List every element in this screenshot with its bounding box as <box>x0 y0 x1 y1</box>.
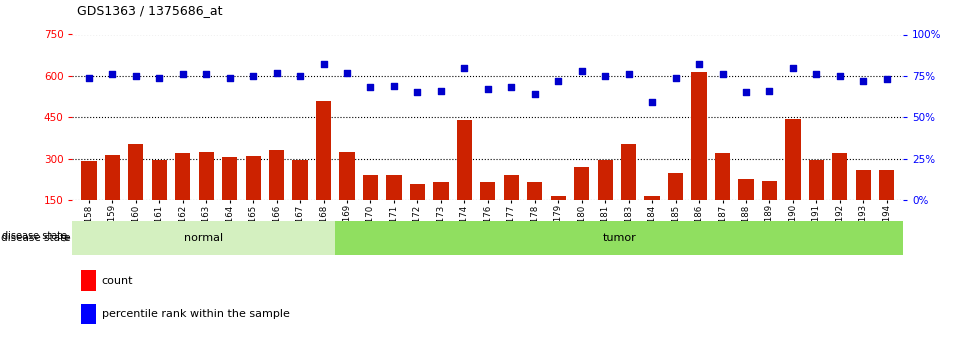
Bar <box>574 167 589 200</box>
Bar <box>503 175 519 200</box>
Point <box>245 73 261 79</box>
Bar <box>762 181 777 200</box>
Point <box>715 71 730 77</box>
Point <box>527 91 543 97</box>
Bar <box>128 144 143 200</box>
Bar <box>551 196 566 200</box>
Bar <box>316 101 331 200</box>
Text: GDS1363 / 1375686_at: GDS1363 / 1375686_at <box>77 4 223 17</box>
Bar <box>293 160 308 200</box>
Point <box>198 71 213 77</box>
Bar <box>410 184 425 200</box>
Point <box>762 88 778 93</box>
Point <box>457 65 472 70</box>
Point <box>293 73 308 79</box>
Text: disease state: disease state <box>1 233 71 243</box>
Bar <box>222 157 238 200</box>
Bar <box>692 72 707 200</box>
Bar <box>81 304 96 324</box>
Point <box>81 75 97 80</box>
Point <box>128 73 144 79</box>
Point <box>738 90 753 95</box>
Bar <box>269 150 284 200</box>
Bar <box>335 221 903 255</box>
Text: normal: normal <box>185 233 223 243</box>
Point <box>551 78 566 83</box>
Point <box>621 71 637 77</box>
Text: count: count <box>101 276 133 286</box>
Bar <box>81 161 97 200</box>
Bar <box>104 155 120 200</box>
Bar <box>81 270 96 291</box>
Point <box>597 73 612 79</box>
Bar <box>339 152 355 200</box>
Text: percentile rank within the sample: percentile rank within the sample <box>101 309 290 319</box>
Point <box>574 68 589 74</box>
Bar <box>175 153 190 200</box>
Point <box>175 71 190 77</box>
Bar <box>644 196 660 200</box>
Point <box>339 70 355 75</box>
Bar <box>72 221 335 255</box>
Point <box>316 61 331 67</box>
Bar <box>785 119 801 200</box>
Bar <box>715 153 730 200</box>
Bar <box>434 182 448 200</box>
Bar <box>738 179 753 200</box>
Point <box>152 75 167 80</box>
Point <box>668 75 683 80</box>
Bar <box>879 170 895 200</box>
Bar <box>856 170 871 200</box>
Point <box>692 61 707 67</box>
Point <box>832 73 847 79</box>
Point <box>480 86 496 92</box>
Bar <box>363 175 378 200</box>
Bar <box>199 152 213 200</box>
Point <box>856 78 871 83</box>
Text: tumor: tumor <box>603 233 637 243</box>
Bar <box>245 156 261 200</box>
Bar <box>457 120 472 200</box>
Point <box>433 88 448 93</box>
Bar <box>480 182 496 200</box>
Bar <box>527 182 542 200</box>
Point <box>809 71 824 77</box>
Text: disease state: disease state <box>2 231 67 241</box>
Bar <box>386 175 402 200</box>
Point <box>104 71 120 77</box>
Bar <box>621 144 637 200</box>
Bar <box>668 172 683 200</box>
Point <box>410 90 425 95</box>
Point <box>222 75 238 80</box>
Point <box>269 70 284 75</box>
Bar <box>152 160 167 200</box>
Bar <box>833 153 847 200</box>
Point <box>363 85 379 90</box>
Point <box>386 83 402 89</box>
Point <box>644 100 660 105</box>
Point <box>503 85 519 90</box>
Point <box>785 65 801 70</box>
Bar <box>809 160 824 200</box>
Bar <box>598 160 612 200</box>
Point <box>879 77 895 82</box>
